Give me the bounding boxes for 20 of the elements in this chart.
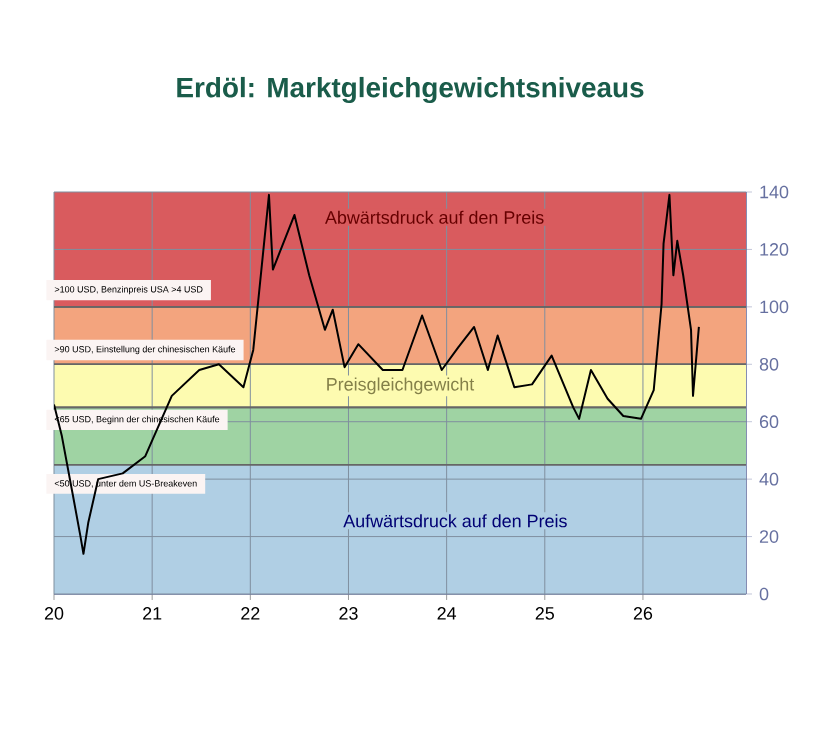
line-series bbox=[54, 193, 700, 555]
y-tick-label: 40 bbox=[759, 472, 779, 486]
x-tick-label: 20 bbox=[44, 607, 64, 620]
chart-title: Erdöl: Marktgleichgewichtsniveaus bbox=[177, 76, 644, 104]
band-label: Aufwärtsdruck auf den Preis bbox=[343, 514, 567, 528]
x-tick-label: 22 bbox=[241, 607, 260, 620]
y-tick-label: 100 bbox=[760, 300, 789, 314]
x-tick-label: 24 bbox=[437, 607, 457, 620]
y-tick-label: 60 bbox=[759, 415, 779, 429]
band-label: Abwärtsdruck auf den Preis bbox=[324, 210, 544, 224]
y-tick-label: 120 bbox=[760, 243, 789, 256]
x-tick-label: 21 bbox=[143, 607, 162, 620]
x-tick-label: 25 bbox=[535, 607, 554, 620]
y-tick-label: 20 bbox=[759, 530, 779, 543]
y-tick-label: 140 bbox=[760, 185, 789, 199]
y-tick-label: 80 bbox=[759, 357, 779, 371]
x-tick-label: 23 bbox=[339, 607, 358, 620]
x-tick-label: 26 bbox=[633, 607, 653, 620]
y-tick-label: 0 bbox=[759, 587, 769, 601]
band-label: Preisgleichgewicht bbox=[327, 377, 475, 395]
